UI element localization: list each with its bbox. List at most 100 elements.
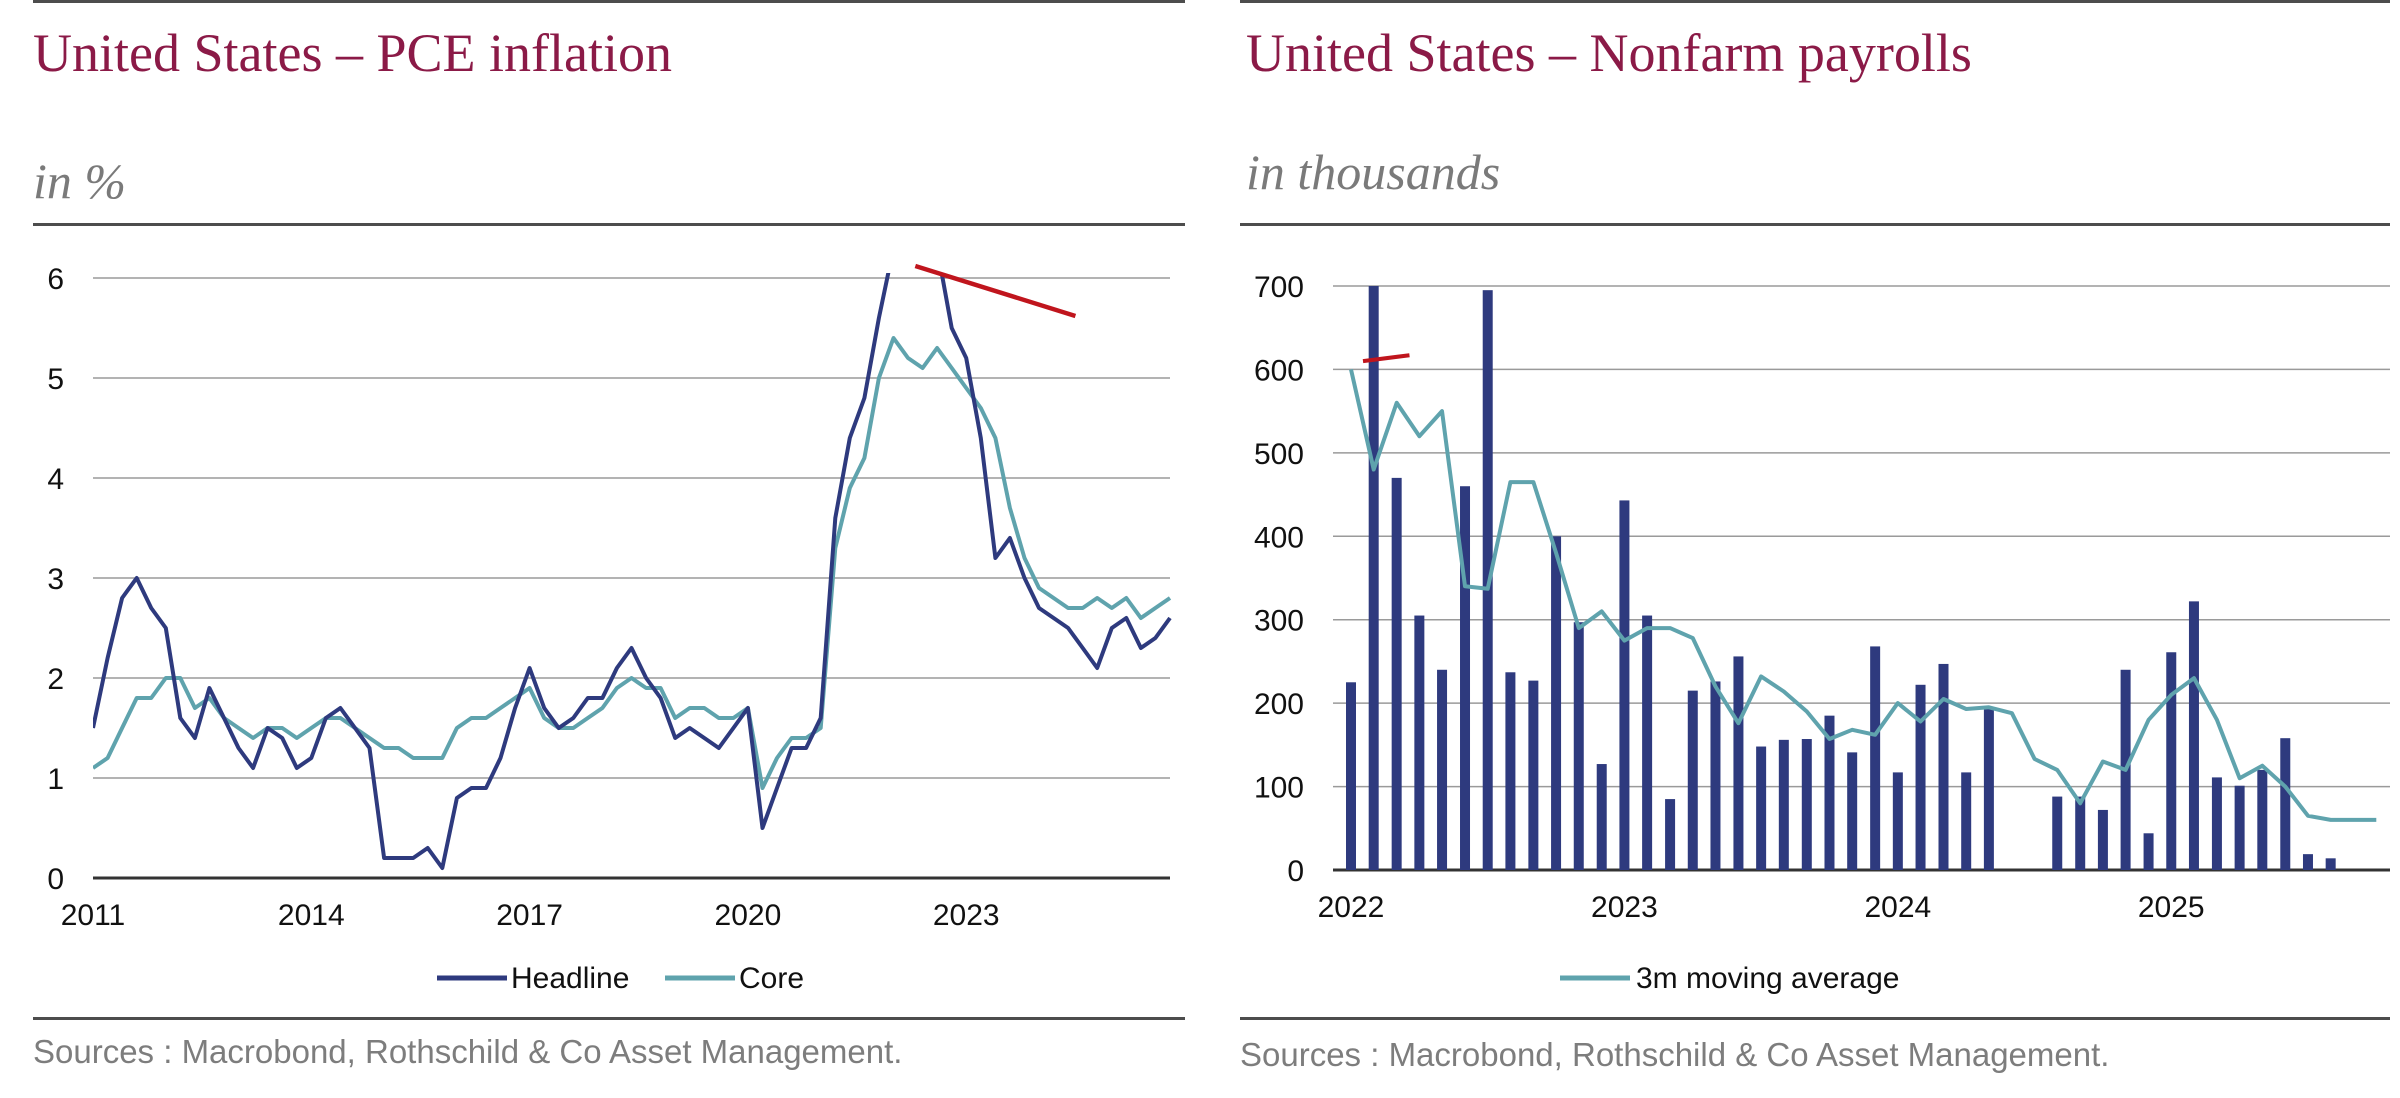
x-tick-label: 2024 <box>1864 891 1931 924</box>
source-note: Sources : Macrobond, Rothschild & Co Ass… <box>33 1033 903 1070</box>
chart-title: United States – Nonfarm payrolls <box>1246 23 1972 83</box>
payroll-bar <box>2097 809 2108 870</box>
y-tick-label: 600 <box>1254 354 1304 387</box>
y-tick-label: 2 <box>47 663 64 696</box>
payroll-bar <box>1983 708 1994 870</box>
bars <box>1346 286 2336 871</box>
y-tick-label: 700 <box>1254 271 1304 304</box>
x-tick-label: 2017 <box>496 899 563 932</box>
x-tick-label: 2014 <box>278 899 345 932</box>
y-tick-label: 5 <box>47 363 64 396</box>
pce-inflation-panel: United States – PCE inflation in % 0 1 2 3 4… <box>0 0 1185 1098</box>
trend-marker-line <box>914 263 1077 319</box>
x-tick-label: 2011 <box>61 899 126 932</box>
x-tick-label: 2025 <box>2138 891 2205 924</box>
top-rule <box>33 0 1185 3</box>
trend-marker-line <box>1362 353 1410 364</box>
pce-line-chart: 0 1 2 3 4 5 6 2011 2014 2017 2020 2023 Headline Cor… <box>47 263 1172 995</box>
header-rule <box>33 223 1185 226</box>
x-tick-label: 2020 <box>715 899 782 932</box>
payroll-bar <box>1346 682 1356 870</box>
x-tick-label: 2023 <box>1591 891 1658 924</box>
series-lines <box>1349 368 2377 822</box>
payroll-bar <box>2211 777 2222 870</box>
y-tick-label: 500 <box>1254 438 1304 471</box>
y-tick-label: 6 <box>47 263 64 296</box>
legend-label-3m-moving-average: 3m moving average <box>1636 962 1899 995</box>
top-rule <box>1240 0 2390 3</box>
series-line-headline <box>93 273 1172 870</box>
payroll-bar <box>1551 536 1562 870</box>
payroll-bar <box>2052 796 2063 870</box>
header-rule <box>1240 223 2390 226</box>
footer-rule <box>33 1017 1185 1020</box>
y-tick-label: 0 <box>1287 855 1304 888</box>
payroll-bar <box>1391 477 1402 870</box>
payroll-bar <box>1961 772 1972 870</box>
y-tick-label: 400 <box>1254 521 1304 554</box>
series-lines <box>93 273 1172 870</box>
payroll-bar <box>1892 772 1903 870</box>
payroll-bar <box>2234 785 2245 870</box>
payroll-bar <box>1733 656 1744 870</box>
series-line-core <box>93 336 1172 790</box>
payroll-bar <box>1619 500 1630 870</box>
payroll-bar <box>2188 601 2199 870</box>
payroll-bar <box>1778 739 1789 870</box>
payroll-bar <box>1596 764 1607 870</box>
annotations <box>914 263 1077 319</box>
payroll-bar <box>1368 286 1379 870</box>
payroll-bar <box>1665 799 1676 870</box>
payroll-bar <box>1756 746 1767 870</box>
y-axis-ticks: 0 1 2 3 4 5 6 <box>47 263 64 896</box>
y-tick-label: 1 <box>47 763 64 796</box>
footer-rule <box>1240 1017 2390 1020</box>
payroll-bar <box>1870 646 1881 870</box>
y-tick-label: 4 <box>47 463 64 496</box>
payroll-bar <box>1801 739 1812 870</box>
x-tick-label: 2022 <box>1318 891 1385 924</box>
payroll-bar <box>1414 615 1425 870</box>
y-axis-ticks: 0 100 200 300 400 500 600 700 <box>1254 271 1304 888</box>
payroll-bar <box>1915 684 1926 870</box>
chart-subtitle: in thousands <box>1246 144 1501 200</box>
payroll-bar <box>1573 622 1584 870</box>
payroll-bar <box>1687 690 1698 870</box>
payroll-bar <box>1938 663 1949 870</box>
payroll-bar <box>1710 681 1721 870</box>
payroll-bar <box>1824 715 1835 870</box>
x-axis-ticks: 2011 2014 2017 2020 2023 <box>61 899 1000 932</box>
legend-label-core: Core <box>739 962 804 995</box>
legend: 3m moving average <box>1560 962 1899 995</box>
series-line-3m-moving-average <box>1349 368 2377 822</box>
payroll-bar <box>2280 738 2291 870</box>
payroll-bar <box>2075 796 2086 870</box>
payroll-bar <box>2325 858 2336 870</box>
source-note: Sources : Macrobond, Rothschild & Co Ass… <box>1240 1036 2110 1073</box>
legend-label-headline: Headline <box>511 962 629 995</box>
legend: Headline Core <box>437 962 804 995</box>
y-tick-label: 300 <box>1254 605 1304 638</box>
grid-lines <box>93 277 1170 880</box>
annotations <box>1362 353 1410 364</box>
payroll-bar <box>1460 486 1471 870</box>
payroll-bar <box>1528 680 1539 870</box>
payroll-bar <box>1505 672 1516 870</box>
y-tick-label: 200 <box>1254 688 1304 721</box>
x-tick-label: 2023 <box>933 899 1000 932</box>
payroll-bar <box>1847 752 1858 870</box>
payroll-bar <box>1642 615 1653 870</box>
payroll-bar <box>1437 669 1448 870</box>
nonfarm-payrolls-panel: United States – Nonfarm payrolls in thou… <box>1240 0 2400 1098</box>
payroll-bar <box>2257 769 2268 870</box>
x-axis-ticks: 2022 2023 2024 2025 <box>1318 891 2205 924</box>
chart-title: United States – PCE inflation <box>33 23 672 83</box>
payroll-bar <box>2166 652 2177 870</box>
y-tick-label: 0 <box>47 863 64 896</box>
y-tick-label: 3 <box>47 563 64 596</box>
payroll-bar <box>2302 854 2313 870</box>
payroll-bar <box>2143 833 2154 870</box>
y-tick-label: 100 <box>1254 772 1304 805</box>
chart-subtitle: in % <box>33 153 127 209</box>
